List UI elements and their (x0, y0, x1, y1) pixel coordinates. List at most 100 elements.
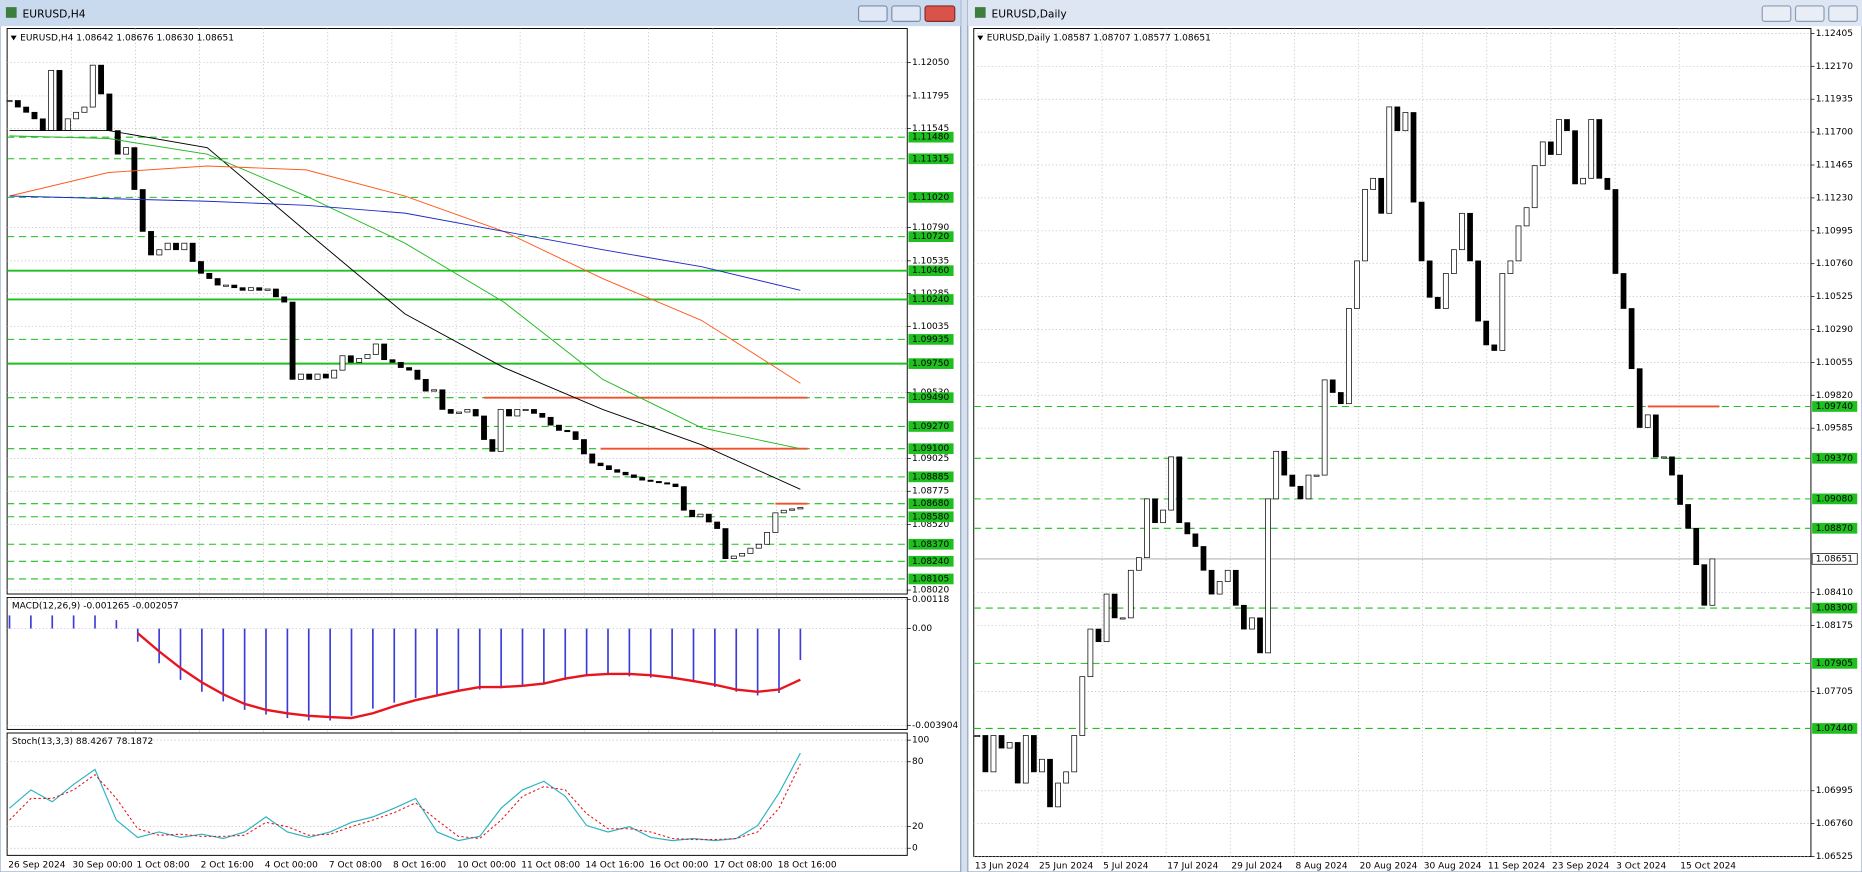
stoch-main (9, 752, 801, 842)
date-label: 14 Oct 16:00 (585, 860, 644, 870)
date-label: 4 Oct 00:00 (265, 860, 318, 870)
candle (472, 409, 479, 417)
candle (173, 242, 179, 251)
candle (572, 431, 579, 440)
candle (605, 465, 612, 471)
candle (223, 284, 229, 287)
candle (697, 513, 704, 518)
candle (1467, 212, 1473, 262)
candle (123, 147, 129, 155)
candle (630, 474, 637, 478)
close-button[interactable] (1828, 5, 1858, 22)
candle (356, 358, 363, 363)
price-tick-label: 1.11230 (1816, 193, 1854, 203)
level-label: 1.09750 (912, 359, 950, 369)
candle (680, 486, 687, 511)
level-label-box (1812, 493, 1858, 505)
candle (639, 477, 646, 481)
date-label: 10 Oct 00:00 (457, 860, 516, 870)
window-title: EURUSD,Daily (992, 7, 1067, 20)
price-tick-label: 80 (912, 757, 924, 767)
candle (14, 100, 21, 108)
minimize-button[interactable] (1761, 5, 1792, 22)
pane (6, 597, 908, 730)
price-tick-label: 1.10995 (1816, 226, 1853, 236)
candle (322, 373, 329, 379)
title-bar[interactable] (967, 0, 1862, 27)
candle (1531, 165, 1538, 209)
candle (1612, 189, 1619, 274)
candle (1661, 456, 1667, 459)
candle (1362, 189, 1368, 262)
candle (982, 735, 989, 773)
candle (990, 735, 997, 773)
candle (672, 483, 679, 488)
price-tick-label: 1.08175 (1816, 621, 1853, 631)
candle (422, 378, 429, 392)
candle (1580, 177, 1586, 185)
candle (1200, 546, 1207, 571)
price-tick-label: 1.12050 (912, 58, 950, 68)
candle (81, 106, 88, 113)
moving-average (9, 165, 801, 384)
stoch-label: Stoch(13,3,3) 88.4267 78.1872 (12, 737, 153, 747)
price-tick-label: 0.00118 (912, 595, 950, 605)
candle (1063, 771, 1070, 784)
maximize-button[interactable] (891, 5, 921, 22)
level-label: 1.07440 (1816, 724, 1854, 734)
level-label: 1.11315 (912, 154, 949, 164)
candle (1321, 379, 1328, 476)
candle (56, 70, 63, 131)
candle (1144, 498, 1150, 559)
candle (730, 555, 737, 560)
candle (1539, 141, 1546, 167)
candle (1685, 504, 1692, 529)
level-label: 1.08240 (912, 557, 950, 567)
date-label: 23 Sep 2024 (1552, 862, 1609, 872)
candle (406, 367, 413, 371)
candle (789, 508, 795, 511)
title-bar[interactable] (0, 0, 961, 27)
candle (31, 111, 38, 120)
symbol-info: EURUSD,Daily 1.08587 1.08707 1.08577 1.0… (987, 34, 1211, 44)
date-label: 1 Oct 08:00 (137, 860, 190, 870)
candle (1014, 742, 1021, 784)
candle (1628, 308, 1635, 370)
price-tick-label: 1.11700 (1816, 128, 1854, 138)
minimize-button[interactable] (857, 5, 888, 22)
candle (1644, 414, 1651, 428)
date-label: 29 Jul 2024 (1231, 862, 1282, 872)
candle (1515, 225, 1522, 262)
candle (1127, 569, 1134, 619)
level-label: 1.08680 (912, 499, 950, 509)
candle (214, 278, 221, 286)
level-label-box (1812, 452, 1858, 464)
price-tick-label: 1.10535 (912, 256, 949, 266)
level-label: 1.08370 (912, 540, 950, 550)
candle (1556, 119, 1562, 155)
candle (1693, 527, 1700, 566)
candle (1103, 593, 1110, 643)
candle (1119, 617, 1126, 620)
level-label: 1.08300 (1816, 604, 1854, 614)
window-title: EURUSD,H4 (23, 7, 86, 20)
candle (1313, 474, 1320, 477)
candle (206, 272, 213, 279)
info-marker (10, 35, 17, 41)
candle (539, 413, 546, 418)
maximize-button[interactable] (1794, 5, 1825, 22)
candle (1273, 450, 1280, 500)
candle (131, 147, 138, 190)
candle (6, 100, 13, 103)
close-button[interactable] (924, 5, 956, 22)
date-label: 11 Sep 2024 (1488, 862, 1545, 872)
candle (1620, 273, 1627, 309)
level-label-box (1812, 723, 1858, 734)
price-tick-label: 1.07705 (1816, 687, 1853, 697)
candle (1160, 509, 1166, 524)
candle (189, 242, 196, 262)
level-label: 1.09935 (912, 335, 949, 345)
candle (347, 355, 354, 363)
candle (1354, 260, 1360, 309)
level-label: 1.11480 (912, 133, 950, 143)
